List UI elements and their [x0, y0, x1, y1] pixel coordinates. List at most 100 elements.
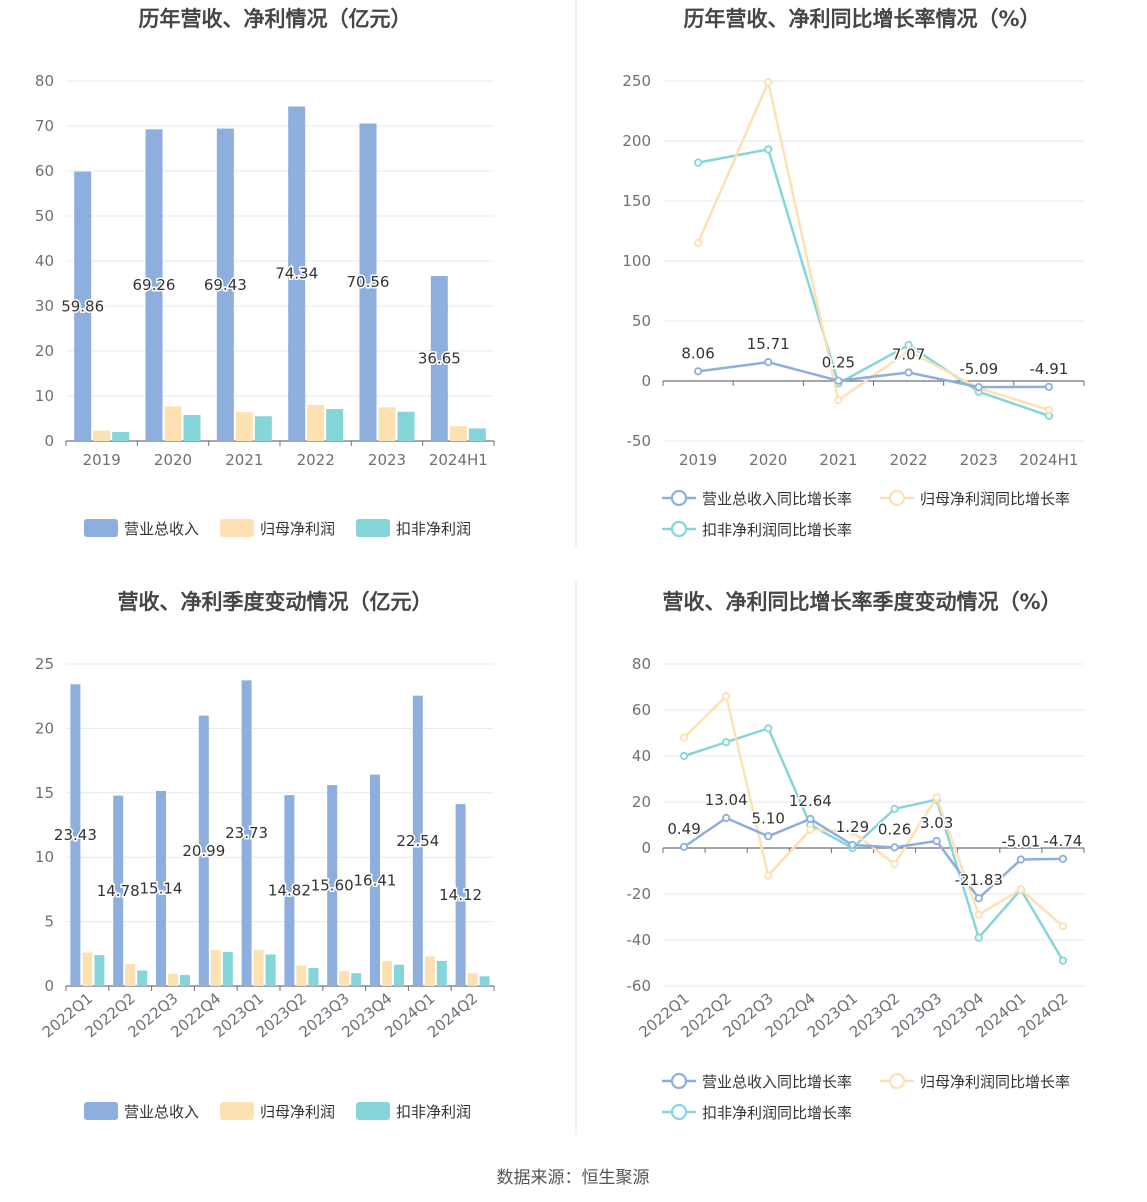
point-marker: [722, 738, 731, 747]
point-value-label: 8.06: [681, 344, 714, 362]
y-tick-label: -40: [627, 931, 652, 949]
bar-net-profit: [339, 971, 350, 986]
bar-net-profit: [125, 964, 136, 986]
bar-revenue: [288, 106, 306, 441]
y-tick-label: 40: [35, 252, 54, 270]
point-value-label: 13.04: [705, 791, 748, 809]
bar-net-profit: [168, 973, 178, 986]
point-marker: [1058, 922, 1068, 931]
point-marker: [1044, 382, 1054, 391]
point-value-label: -5.01: [1001, 833, 1040, 851]
bar-value-label: 20.99: [182, 842, 225, 860]
bar-value-label: 14.12: [439, 886, 482, 904]
y-tick-label: 80: [632, 655, 651, 673]
bar-value-label: 16.41: [354, 871, 397, 889]
y-tick-label: 50: [35, 207, 54, 225]
bar-deducted-profit: [94, 955, 105, 986]
point-marker: [679, 751, 689, 761]
legend-label: 扣非净利润同比增长率: [702, 521, 852, 539]
point-marker: [890, 859, 899, 869]
point-marker: [764, 724, 773, 733]
y-tick-label: 60: [632, 701, 651, 719]
legend-label: 营业总收入同比增长率: [702, 1073, 852, 1091]
y-tick-label: 200: [622, 132, 651, 150]
x-tick-label: 2020: [749, 451, 787, 469]
bar-deducted-profit: [137, 970, 148, 986]
point-marker: [764, 832, 773, 841]
point-marker: [764, 871, 773, 880]
y-tick-label: 0: [44, 977, 54, 995]
point-marker: [806, 814, 815, 824]
bar-deducted-profit: [254, 416, 272, 441]
point-marker: [834, 396, 843, 405]
point-marker: [764, 78, 773, 87]
bar-net-profit: [378, 407, 396, 441]
legend-label: 扣非净利润同比增长率: [702, 1104, 852, 1122]
y-tick-label: 20: [35, 342, 54, 360]
bar-deducted-profit: [351, 973, 362, 986]
legend-label: 扣非净利润: [396, 520, 471, 538]
bar-deducted-profit: [265, 954, 276, 986]
point-marker: [679, 733, 689, 742]
series-line-net-profit-growth: [683, 693, 1064, 928]
chart-title: 历年营收、净利情况（亿元）: [139, 7, 412, 31]
point-marker: [890, 804, 899, 814]
bar-net-profit: [164, 406, 182, 441]
bar-net-profit: [235, 412, 253, 441]
bar-deducted-profit: [180, 975, 190, 986]
legend-swatch: [356, 519, 390, 537]
bar-revenue: [412, 695, 423, 986]
legend-marker: [670, 1103, 688, 1121]
point-marker: [848, 840, 857, 850]
legend-label: 归母净利润: [260, 520, 335, 538]
y-tick-label: 70: [35, 117, 54, 135]
chart-title: 营收、净利同比增长率季度变动情况（%）: [662, 590, 1061, 614]
y-tick-label: -50: [627, 432, 652, 450]
point-value-label: 0.26: [878, 820, 911, 838]
bar-net-profit: [296, 965, 307, 986]
legend-swatch: [84, 519, 118, 537]
bar-value-label: 59.86: [61, 297, 104, 315]
point-marker: [834, 376, 843, 385]
y-tick-label: 20: [35, 719, 54, 737]
bar-deducted-profit: [436, 960, 447, 986]
y-tick-label: 250: [622, 72, 651, 90]
bar-revenue: [216, 128, 234, 441]
point-marker: [764, 145, 773, 154]
point-marker: [806, 825, 815, 834]
legend-label: 营业总收入同比增长率: [702, 490, 852, 508]
bar-revenue: [430, 276, 448, 441]
bar-value-label: 15.60: [311, 877, 354, 895]
legend-marker: [888, 489, 906, 507]
point-value-label: -4.74: [1044, 832, 1083, 850]
y-tick-label: -60: [627, 977, 652, 995]
bar-revenue: [284, 795, 295, 986]
x-tick-label: 2023: [960, 451, 998, 469]
y-tick-label: 30: [35, 297, 54, 315]
bar-deducted-profit: [308, 967, 319, 986]
legend-swatch: [84, 1102, 118, 1120]
bar-revenue: [113, 795, 124, 986]
legend-label: 归母净利润同比增长率: [920, 490, 1070, 508]
legend-marker: [670, 489, 688, 507]
y-tick-label: 60: [35, 162, 54, 180]
point-value-label: 12.64: [789, 792, 832, 810]
y-tick-label: 0: [44, 432, 54, 450]
bar-net-profit: [467, 973, 478, 986]
point-marker: [890, 843, 899, 852]
bar-deducted-profit: [394, 964, 404, 986]
bar-net-profit: [82, 952, 93, 986]
y-tick-label: 0: [641, 372, 651, 390]
chart-title: 历年营收、净利同比增长率情况（%）: [683, 7, 1040, 31]
x-tick-label: 2019: [679, 451, 717, 469]
point-value-label: -4.91: [1030, 360, 1069, 378]
bar-net-profit: [210, 949, 221, 986]
point-marker: [932, 836, 941, 846]
bar-deducted-profit: [326, 409, 344, 441]
legend-marker: [670, 1072, 688, 1090]
point-marker: [693, 158, 703, 167]
bar-net-profit: [449, 426, 467, 441]
y-tick-label: 5: [44, 913, 54, 931]
legend-swatch: [356, 1102, 390, 1120]
